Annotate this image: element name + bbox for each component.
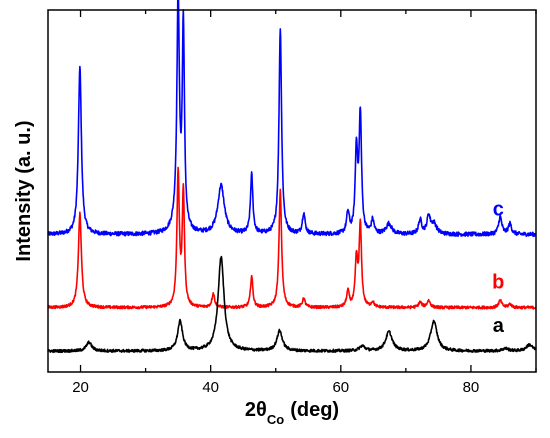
x-axis-title: 2θCo (deg): [245, 399, 339, 427]
series-layer: [47, 0, 537, 354]
series-label-a: a: [493, 315, 505, 337]
series-label-b: b: [492, 271, 504, 293]
series-labels: ab c: [492, 198, 505, 337]
series-label-c: c: [493, 198, 504, 220]
x-tick-label: 80: [463, 379, 480, 396]
plot-frame: [47, 9, 537, 373]
y-axis-title: Intensity (a. u.): [13, 120, 35, 261]
series-line-a: [47, 255, 537, 354]
series-line-b: [47, 166, 537, 310]
series-line-c: [47, 0, 537, 238]
x-tick-label: 60: [332, 379, 349, 396]
ticks-layer: 20 40 60 80: [72, 10, 537, 396]
x-tick-label: 20: [72, 379, 89, 396]
x-tick-label: 40: [202, 379, 219, 396]
